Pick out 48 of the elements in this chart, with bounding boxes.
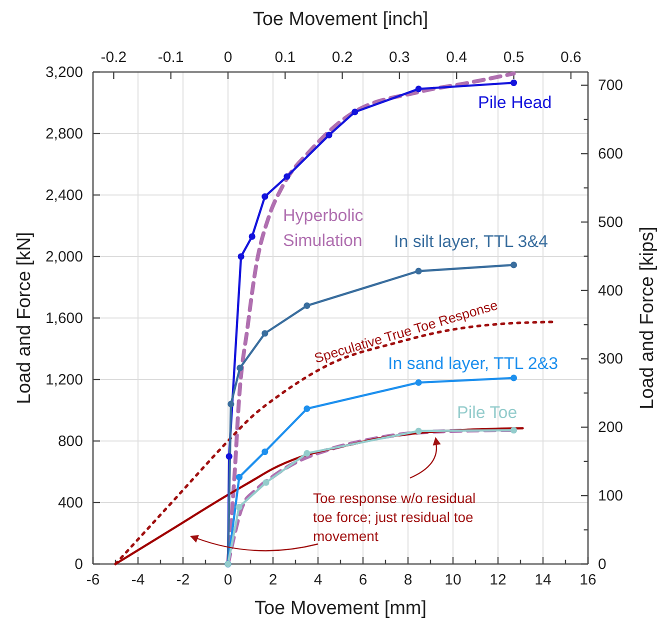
x-axis-title: Toe Movement [mm] — [254, 598, 427, 619]
y-tick-label: 400 — [58, 494, 83, 512]
x2-tick-label: 0 — [224, 49, 232, 66]
x2-tick-label: 0.2 — [332, 49, 353, 66]
x2-tick-label: 0.6 — [560, 49, 582, 66]
x2-tick-label: -0.1 — [158, 49, 184, 66]
x-tick-label: -2 — [176, 572, 190, 589]
y-tick-label: 1,200 — [45, 371, 83, 388]
series-label: Hyperbolic Simulation — [283, 206, 364, 250]
y-tick-label: 2,000 — [45, 248, 83, 266]
x-tick-label: -6 — [86, 572, 100, 589]
x2-tick-label: 0.3 — [389, 49, 410, 66]
y2-tick-label: 400 — [598, 282, 624, 300]
x-tick-label: 16 — [580, 572, 596, 589]
x2-tick-label: 0.4 — [446, 49, 468, 66]
y-tick-label: 1,600 — [45, 310, 83, 327]
x2-axis-title: Toe Movement [inch] — [252, 9, 428, 30]
x-tick-label: 2 — [268, 572, 278, 589]
x2-tick-label: 0.1 — [274, 49, 296, 66]
series-label: In silt layer, TTL 3&4 — [394, 232, 548, 251]
y-tick-label: 2,400 — [45, 186, 83, 204]
y2-tick-label: 0 — [598, 556, 606, 573]
series-label: In sand layer, TTL 2&3 — [388, 354, 558, 373]
x-tick-label: 4 — [314, 572, 322, 589]
y-axis-title: Load and Force [kN] — [14, 232, 35, 404]
y2-tick-label: 200 — [598, 419, 624, 436]
x-tick-label: 6 — [358, 572, 368, 589]
x2-tick-label: 0.5 — [503, 49, 524, 66]
y2-tick-label: 600 — [598, 145, 624, 162]
x-tick-label: 0 — [224, 572, 232, 589]
series-label: Pile Head — [478, 93, 552, 112]
annotation: Toe response w/o residual toe force; just residual toe movement — [313, 490, 476, 544]
x-tick-label: 10 — [444, 572, 462, 589]
y2-tick-label: 300 — [598, 350, 624, 368]
y-tick-label: 2,800 — [45, 125, 83, 142]
y-tick-label: 800 — [58, 432, 83, 450]
x-tick-label: 14 — [534, 572, 552, 589]
y2-tick-label: 700 — [598, 77, 624, 94]
y-tick-label: 0 — [74, 556, 83, 573]
y2-tick-label: 500 — [598, 214, 624, 231]
x-tick-label: 12 — [490, 572, 506, 589]
x2-tick-label: -0.2 — [100, 49, 127, 66]
y-tick-label: 3,200 — [45, 64, 83, 81]
x-tick-label: 8 — [404, 572, 412, 589]
x-tick-label: -4 — [131, 572, 145, 589]
y2-axis-title: Load and Force [kips] — [637, 226, 658, 410]
y2-tick-label: 100 — [598, 487, 624, 504]
series-label: Pile Toe — [457, 403, 518, 422]
